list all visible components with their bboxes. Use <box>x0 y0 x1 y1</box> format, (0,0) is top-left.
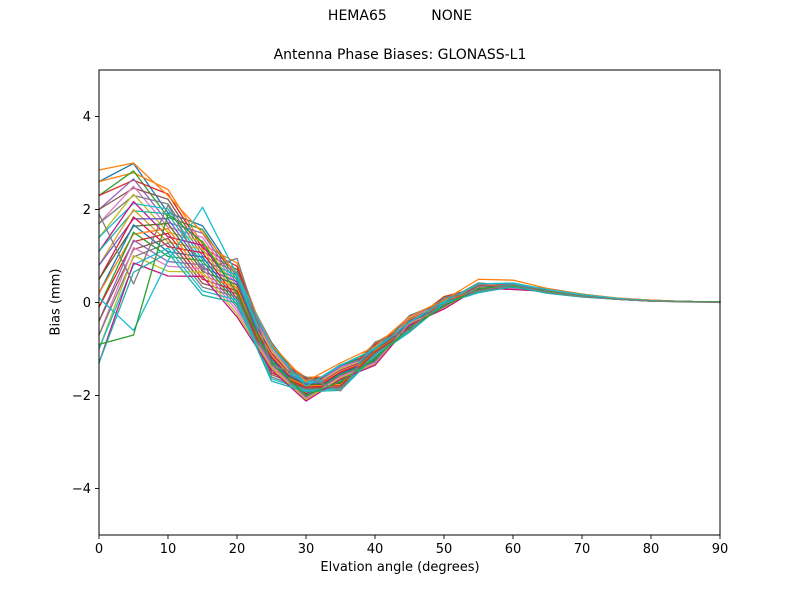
series-line <box>98 204 721 392</box>
series-line <box>98 162 721 388</box>
y-tick-label: 2 <box>83 203 91 218</box>
x-tick-label: 70 <box>574 542 591 557</box>
x-axis-label: Elvation angle (degrees) <box>320 560 480 575</box>
y-tick-label: −4 <box>72 482 91 497</box>
series-line <box>98 170 721 389</box>
x-tick-label: 10 <box>160 542 177 557</box>
x-tick-label: 80 <box>643 542 660 557</box>
chart-title: Antenna Phase Biases: GLONASS-L1 <box>273 47 527 63</box>
x-tick-label: 90 <box>712 542 729 557</box>
figure-suptitle: HEMA65 NONE <box>327 8 473 24</box>
series-line <box>98 172 721 379</box>
y-tick-label: −2 <box>72 389 91 404</box>
y-axis-label: Bias (mm) <box>48 268 64 336</box>
x-tick-label: 0 <box>95 542 103 557</box>
series-line <box>98 185 721 391</box>
y-tick-label: 4 <box>83 110 91 125</box>
series-line <box>98 178 721 390</box>
y-tick-label: 0 <box>83 296 91 311</box>
x-tick-label: 60 <box>505 542 522 557</box>
series-line <box>98 222 721 386</box>
x-tick-label: 50 <box>436 542 453 557</box>
plot-border <box>98 69 721 536</box>
x-tick-label: 30 <box>298 542 315 557</box>
x-tick-label: 20 <box>229 542 246 557</box>
x-tick-label: 40 <box>367 542 384 557</box>
series-line <box>98 179 721 379</box>
series-line <box>98 206 721 387</box>
series-line <box>98 187 721 380</box>
